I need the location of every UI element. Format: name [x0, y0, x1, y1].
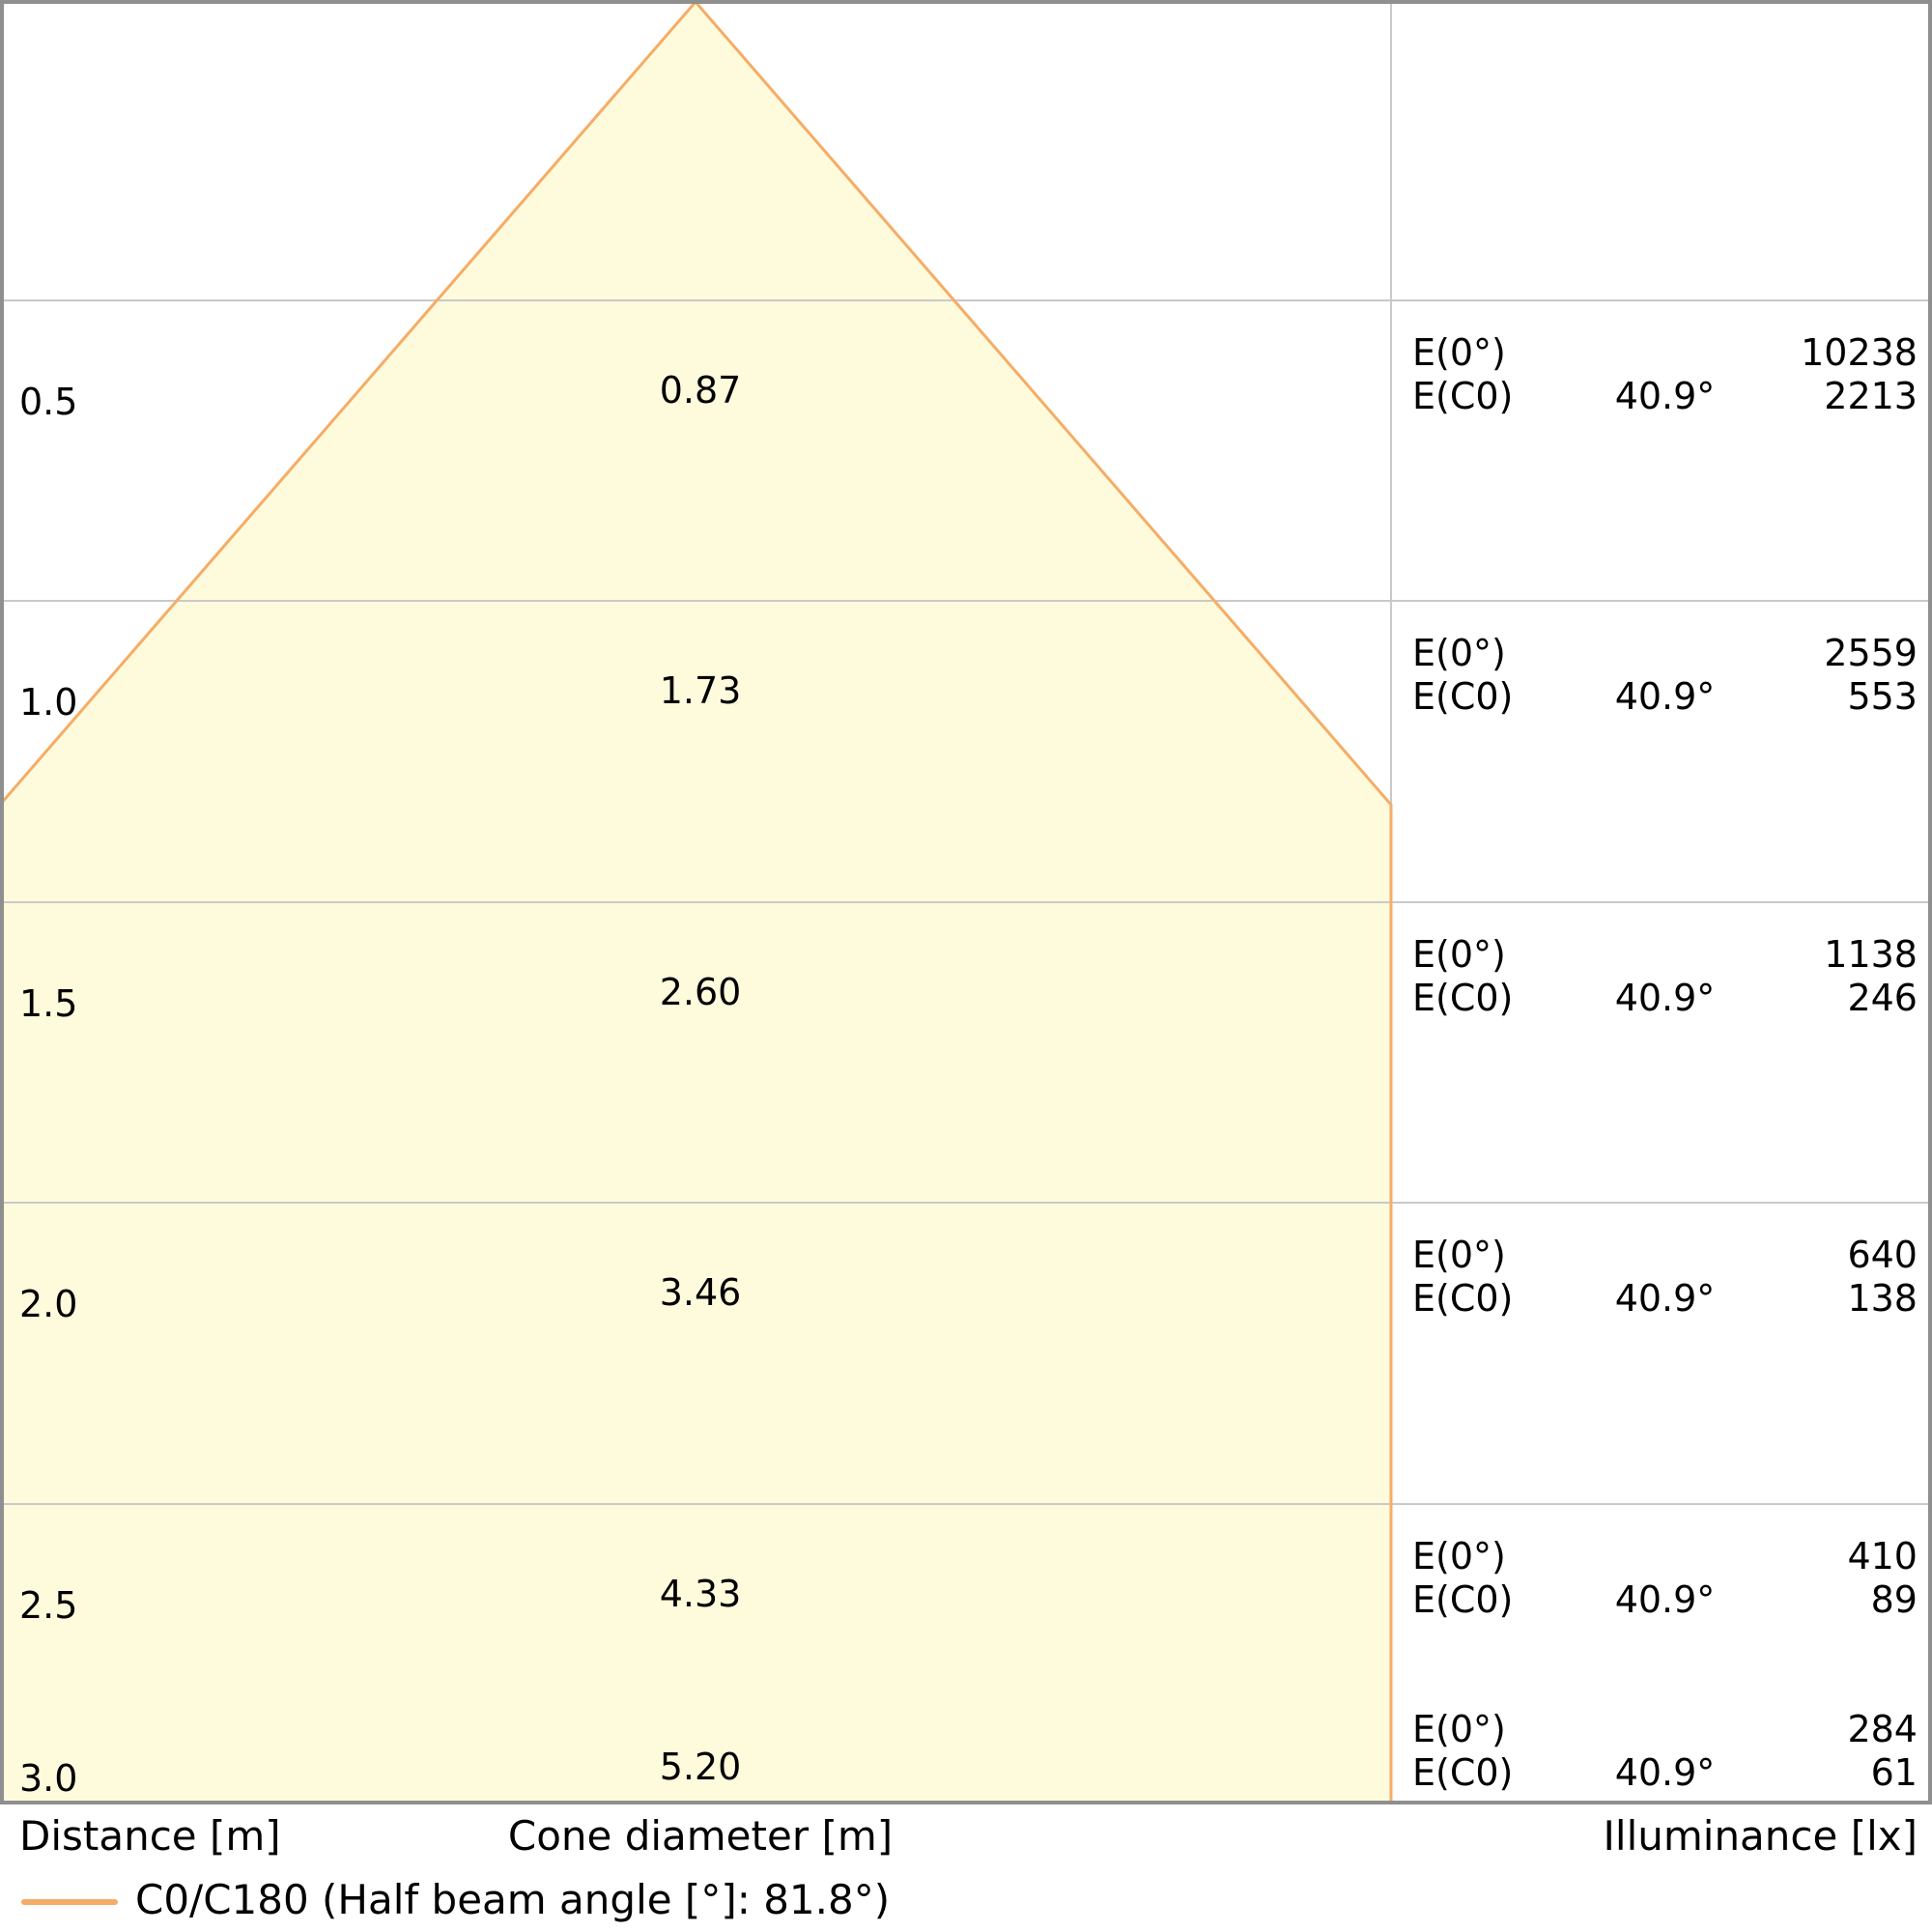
illuminance-row: E(0°) 1138 E(C0) 40.9° 246 — [1412, 933, 1918, 1020]
legend-line-swatch — [21, 1899, 118, 1905]
ec0-value: 553 — [1847, 675, 1918, 718]
e0-value: 284 — [1847, 1708, 1918, 1750]
legend-label: C0/C180 (Half beam angle [°]: 81.8°) — [135, 1876, 891, 1923]
ec0-value: 61 — [1870, 1751, 1918, 1794]
distance-label: 0.5 — [19, 381, 78, 423]
e0-value: 10238 — [1801, 331, 1918, 374]
ec0-label: E(C0) — [1412, 1751, 1514, 1794]
e0-label: E(0°) — [1412, 632, 1506, 674]
e0-line: E(0°) 2559 — [1412, 632, 1918, 675]
ec0-line: E(C0) 40.9° 553 — [1412, 675, 1918, 719]
illuminance-row: E(0°) 10238 E(C0) 40.9° 2213 — [1412, 331, 1918, 418]
ec0-line: E(C0) 40.9° 138 — [1412, 1277, 1918, 1321]
ec0-label: E(C0) — [1412, 1578, 1514, 1621]
distance-label: 2.5 — [19, 1584, 78, 1627]
e0-line: E(0°) 10238 — [1412, 331, 1918, 375]
cone-diameter-label: 4.33 — [659, 1573, 742, 1615]
e0-line: E(0°) 640 — [1412, 1234, 1918, 1277]
ec0-line: E(C0) 40.9° 61 — [1412, 1751, 1918, 1795]
e0-angle — [1580, 1535, 1748, 1578]
grid-lines — [2, 299, 1930, 1505]
ec0-angle: 40.9° — [1614, 1751, 1716, 1794]
ec0-value: 138 — [1847, 1277, 1918, 1320]
distance-label: 2.0 — [19, 1283, 78, 1325]
distance-label: 1.5 — [19, 982, 78, 1025]
ec0-angle: 40.9° — [1614, 1277, 1716, 1320]
axis-label-cone-diameter: Cone diameter [m] — [507, 1812, 894, 1860]
e0-label: E(0°) — [1412, 933, 1506, 976]
e0-line: E(0°) 1138 — [1412, 933, 1918, 977]
chart-border — [0, 0, 1932, 1804]
ec0-line: E(C0) 40.9° 2213 — [1412, 375, 1918, 418]
cone-diameter-label: 2.60 — [659, 971, 742, 1013]
ec0-line: E(C0) 40.9° 89 — [1412, 1578, 1918, 1622]
e0-angle — [1580, 933, 1748, 977]
e0-label: E(0°) — [1412, 331, 1506, 374]
e0-label: E(0°) — [1412, 1708, 1506, 1750]
cone-diameter-label: 1.73 — [659, 669, 742, 712]
e0-value: 410 — [1847, 1535, 1918, 1577]
illuminance-row: E(0°) 640 E(C0) 40.9° 138 — [1412, 1234, 1918, 1321]
e0-angle — [1580, 331, 1748, 375]
cone-diameter-label: 5.20 — [659, 1746, 742, 1788]
e0-angle — [1580, 632, 1748, 675]
ec0-value: 246 — [1847, 977, 1918, 1019]
e0-line: E(0°) 410 — [1412, 1535, 1918, 1578]
axis-label-distance: Distance [m] — [19, 1812, 281, 1860]
e0-value: 2559 — [1824, 632, 1918, 674]
axis-label-illuminance: Illuminance [lx] — [1603, 1812, 1918, 1860]
ec0-label: E(C0) — [1412, 675, 1514, 718]
ec0-label: E(C0) — [1412, 375, 1514, 417]
ec0-value: 89 — [1870, 1578, 1918, 1621]
ec0-angle: 40.9° — [1614, 675, 1716, 718]
distance-label: 3.0 — [19, 1757, 78, 1800]
distance-label: 1.0 — [19, 681, 78, 724]
illuminance-row: E(0°) 410 E(C0) 40.9° 89 — [1412, 1535, 1918, 1622]
ec0-angle: 40.9° — [1614, 375, 1716, 417]
illuminance-row: E(0°) 284 E(C0) 40.9° 61 — [1412, 1708, 1918, 1795]
ec0-line: E(C0) 40.9° 246 — [1412, 977, 1918, 1020]
ec0-value: 2213 — [1824, 375, 1918, 417]
illuminance-row: E(0°) 2559 E(C0) 40.9° 553 — [1412, 632, 1918, 719]
e0-line: E(0°) 284 — [1412, 1708, 1918, 1751]
ec0-angle: 40.9° — [1614, 1578, 1716, 1621]
e0-label: E(0°) — [1412, 1535, 1506, 1577]
e0-angle — [1580, 1708, 1748, 1751]
ec0-angle: 40.9° — [1614, 977, 1716, 1019]
ec0-label: E(C0) — [1412, 977, 1514, 1019]
e0-value: 1138 — [1824, 933, 1918, 976]
ec0-label: E(C0) — [1412, 1277, 1514, 1320]
cone-diameter-label: 0.87 — [659, 369, 742, 412]
e0-angle — [1580, 1234, 1748, 1277]
e0-value: 640 — [1847, 1234, 1918, 1276]
cone-diameter-label: 3.46 — [659, 1271, 742, 1314]
e0-label: E(0°) — [1412, 1234, 1506, 1276]
